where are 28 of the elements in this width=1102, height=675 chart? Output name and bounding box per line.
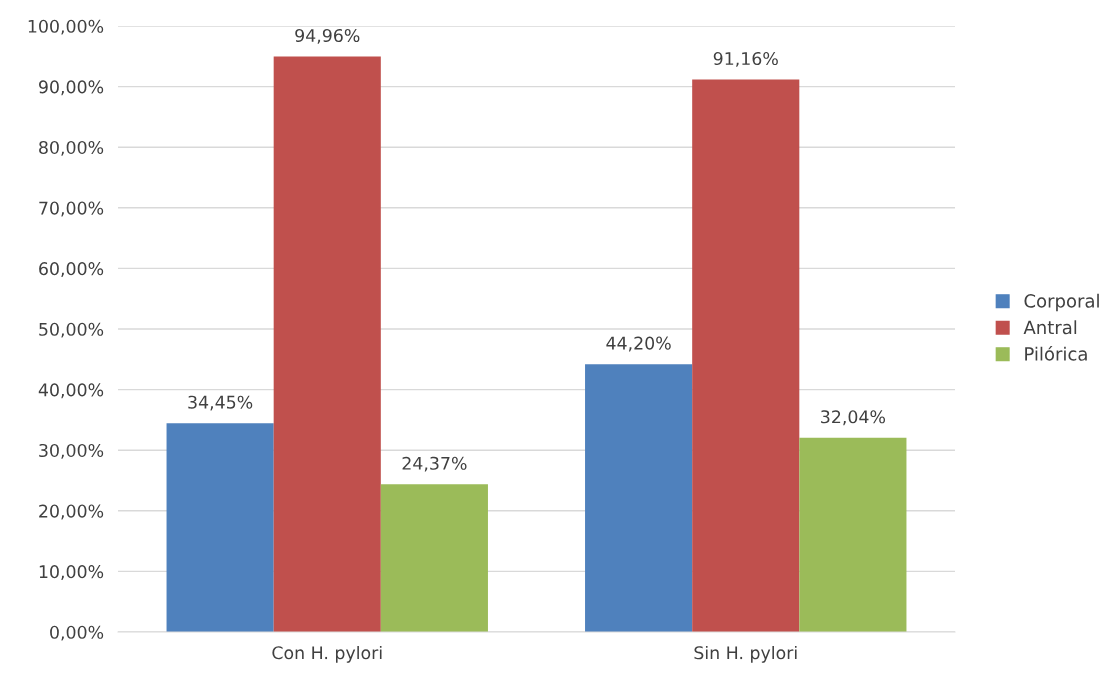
y-tick-label: 100,00%	[28, 19, 104, 35]
y-tick-label: 60,00%	[39, 262, 104, 278]
y-tick-label: 30,00%	[39, 443, 104, 459]
bar	[273, 56, 381, 632]
data-label: 24,37%	[402, 456, 467, 472]
x-tick-label: Con H. pylori	[272, 645, 382, 663]
x-tick-label: Sin H. pylori	[694, 645, 797, 663]
legend-label: Antral	[1023, 320, 1077, 335]
legend-label: Pilórica	[1025, 346, 1087, 361]
y-tick-label: 50,00%	[39, 322, 104, 338]
bar	[799, 437, 907, 632]
y-tick-label: 20,00%	[39, 504, 104, 520]
y-tick-label: 0,00%	[50, 625, 104, 641]
y-tick-label: 90,00%	[39, 80, 104, 96]
data-label: 34,45%	[188, 395, 253, 411]
bar	[166, 423, 274, 632]
data-label: 94,96%	[295, 28, 360, 44]
y-tick-label: 10,00%	[39, 565, 104, 581]
bar	[692, 79, 800, 632]
data-label: 44,20%	[606, 336, 671, 352]
legend-label: Corporal	[1024, 293, 1099, 312]
data-label: 91,16%	[713, 51, 778, 67]
data-label: 32,04%	[821, 410, 886, 426]
y-tick-label: 40,00%	[38, 383, 104, 399]
y-tick-label: 70,00%	[39, 201, 104, 217]
bar	[380, 484, 488, 632]
y-tick-label: 80,00%	[39, 140, 104, 156]
bar	[585, 364, 693, 632]
